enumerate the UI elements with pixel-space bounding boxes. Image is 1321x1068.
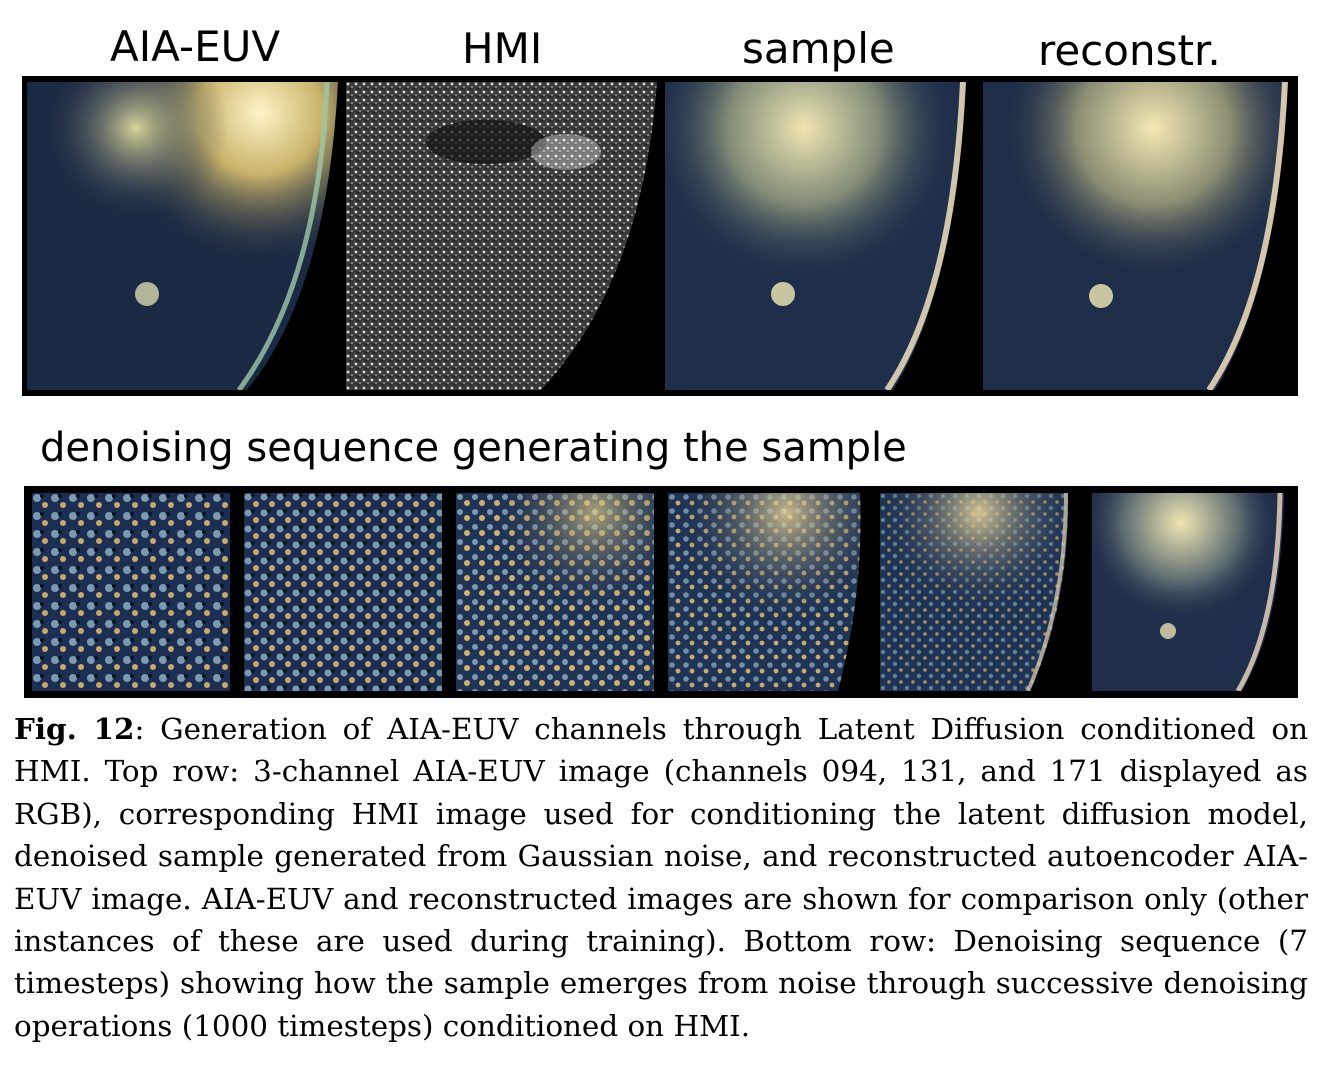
denoising-step-2: [244, 493, 442, 691]
reconstr-image: [983, 82, 1293, 390]
bottom-row-frame: [24, 486, 1298, 698]
hmi-image: [346, 82, 657, 390]
denoising-step-3: [456, 493, 654, 691]
aia-euv-image: [27, 82, 338, 390]
denoising-step-1: [32, 493, 230, 691]
sample-image: [665, 82, 974, 390]
label-aia-euv: AIA-EUV: [110, 22, 281, 71]
denoising-step-5: [880, 493, 1078, 691]
caption-text: : Generation of AIA-EUV channels through…: [14, 712, 1308, 1043]
caption-label: Fig. 12: [14, 711, 135, 746]
label-reconstr: reconstr.: [1038, 26, 1221, 75]
denoising-step-4: [668, 493, 866, 691]
figure-caption: Fig. 12: Generation of AIA-EUV channels …: [14, 708, 1308, 1047]
denoising-step-6: [1092, 493, 1290, 691]
label-sample: sample: [742, 24, 895, 73]
label-hmi: HMI: [462, 24, 543, 73]
denoising-sequence-label: denoising sequence generating the sample: [40, 425, 907, 471]
